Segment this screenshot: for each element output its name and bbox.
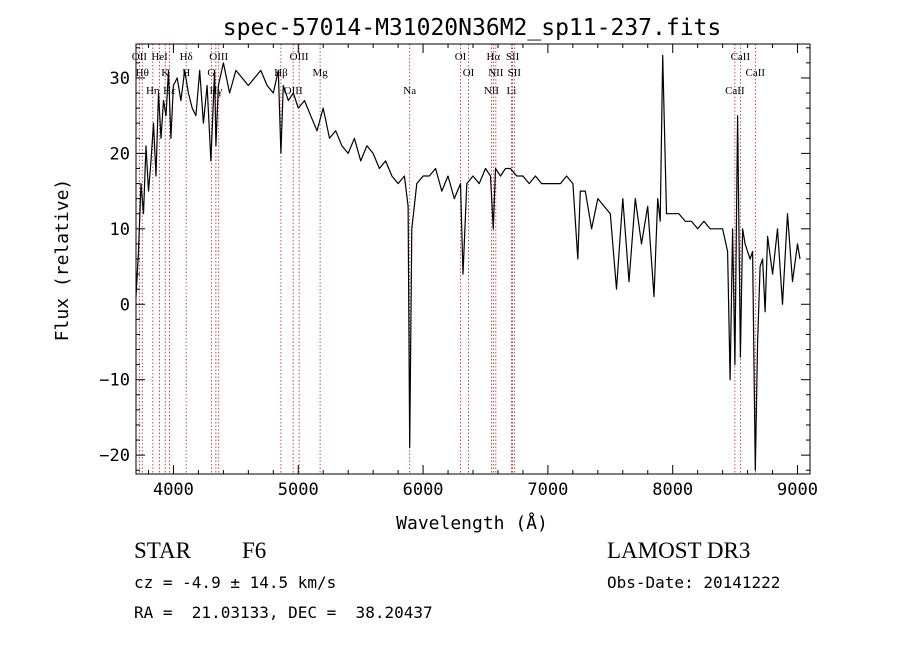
axes-layer: 4000 5000 6000 7000 8000 9000 −20 −10 0 10 20 30 [99,44,818,500]
spectral-line-label: CaII [731,51,751,63]
object-subclass: F6 [242,538,267,563]
spectrum-series-layer [135,54,801,471]
x-tick-label: 9000 [777,480,818,500]
spectral-line-label: NII [488,67,504,79]
plot-frame [135,43,811,475]
object-class: STAR [134,538,191,563]
spectral-line-label: OIII [209,51,228,63]
x-tick-label: 4000 [153,480,194,500]
spectral-line-label: Hη [146,85,160,97]
coordinates: RA = 21.03133, DEC = 38.20437 [134,603,433,622]
spectral-line-label: SII [506,51,520,63]
spectrum-line [135,54,801,471]
spectral-line-label: SII [508,67,522,79]
spectral-line-label: CaII [725,85,745,97]
x-tick-label: 8000 [652,480,693,500]
spectral-line-label: OIII [290,51,309,63]
obs-date: Obs-Date: 20141222 [607,573,781,592]
spectral-line-label: Hδ [180,51,193,63]
spectral-line-label: K [161,67,169,79]
spectral-line-label: H [182,67,190,79]
y-tick-label: 0 [120,295,130,315]
spectral-line-label: OI [463,67,475,79]
x-tick-label: 5000 [278,480,319,500]
y-tick-label: −20 [99,446,130,466]
spectral-line-label: Na [403,85,416,97]
spectral-line-label: Hα [486,51,500,63]
spectral-line-label: OIII [284,85,303,97]
spectral-line-label: Hγ [209,85,222,97]
y-tick-label: 30 [110,69,130,89]
x-axis-label: Wavelength (Å) [396,512,548,534]
spectral-line-label: NII [484,85,500,97]
y-tick-label: −10 [99,371,130,391]
spectral-line-label: OII [132,51,148,63]
x-tick-label: 6000 [403,480,444,500]
y-tick-label: 20 [110,144,130,164]
spectral-line-label: OI [455,51,467,63]
y-axis-label: Flux (relative) [52,179,73,342]
y-tick-label: 10 [110,220,130,240]
spectral-line-label: CaII [746,67,766,79]
chart-title: spec-57014-M31020N36M2_sp11-237.fits [223,15,722,41]
spectral-line-label: Mg [312,67,328,79]
redshift-text: cz = -4.9 ± 14.5 km/s [134,573,337,592]
survey-name: LAMOST DR3 [607,538,751,563]
spectral-line-label: Hθ [136,67,149,79]
spectral-line-label: G [207,67,215,79]
x-tick-label: 7000 [527,480,568,500]
spectral-line-label: Li [507,85,517,97]
spectral-line-label: HeI [151,51,168,63]
